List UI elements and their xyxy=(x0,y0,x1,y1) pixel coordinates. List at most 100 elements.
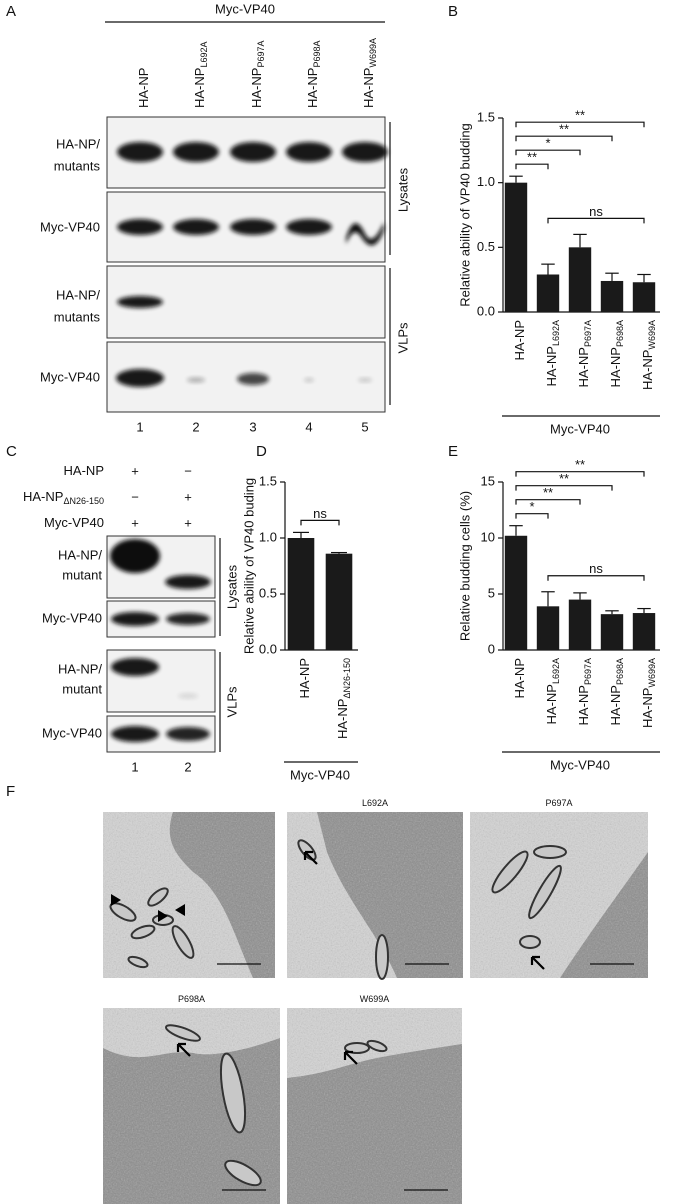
x-tick-label-main: HA-NP xyxy=(640,350,655,390)
lane-label-sub: L692A xyxy=(199,42,209,68)
blot-band xyxy=(111,726,159,742)
blot-band xyxy=(165,575,211,589)
x-tick-label-main: HA-NP xyxy=(576,685,591,725)
condition-label: HA-NP xyxy=(64,463,104,478)
em-particle xyxy=(130,924,156,940)
significance-bracket xyxy=(547,575,645,581)
y-tick-label: 1.5 xyxy=(259,473,277,488)
x-tick-label: HA-NPL692A xyxy=(544,320,561,386)
row-label: Myc-VP40 xyxy=(42,725,102,740)
x-tick-label-sub: L692A xyxy=(551,658,561,684)
bar xyxy=(632,613,656,650)
lane-number: 5 xyxy=(361,419,368,434)
y-tick-label: 0.0 xyxy=(259,641,277,656)
blot-band xyxy=(117,219,163,235)
bar xyxy=(632,282,656,312)
x-tick-label: HA-NPL692A xyxy=(544,658,561,724)
row-label: HA-NP/ xyxy=(56,287,100,302)
panel-label: B xyxy=(448,3,458,20)
em-arrowhead xyxy=(175,904,185,916)
significance-bracket xyxy=(515,499,581,505)
group-label: Myc-VP40 xyxy=(550,421,610,436)
em-particle xyxy=(127,955,149,969)
blot-band xyxy=(173,142,219,162)
image-title-sub: L692A xyxy=(362,798,388,808)
significance-bracket xyxy=(515,135,613,142)
bar xyxy=(600,280,624,312)
significance-label: ns xyxy=(589,204,603,219)
lane-label-sub: P698A xyxy=(312,41,322,68)
bar xyxy=(287,538,315,650)
significance-label: ** xyxy=(543,485,553,500)
bar xyxy=(536,606,560,650)
x-tick-label-main: HA-NP xyxy=(544,684,559,724)
y-axis-title: Relative ability of VP40 buding xyxy=(241,478,256,654)
x-tick-label-main: HA-NP xyxy=(297,658,312,698)
em-arrowhead xyxy=(158,910,168,922)
panel-label: A xyxy=(6,3,16,20)
bar xyxy=(536,274,560,312)
em-arrow xyxy=(176,1042,191,1057)
lane-label-main: HA-NP xyxy=(361,68,376,108)
significance-label: ** xyxy=(575,457,585,472)
y-tick-label: 10 xyxy=(481,529,495,544)
panel-label: F xyxy=(6,783,15,800)
em-particle xyxy=(519,935,541,949)
em-particle xyxy=(219,1052,247,1134)
bar xyxy=(325,553,353,650)
em-image xyxy=(287,812,463,980)
condition-sign: − xyxy=(131,489,139,504)
blot-band xyxy=(166,727,210,741)
condition-label: HA-NPΔN26-150 xyxy=(23,489,104,506)
em-texture xyxy=(287,812,463,978)
bar xyxy=(568,599,592,650)
row-label: mutants xyxy=(54,309,101,324)
lane-label: HA-NPP697A xyxy=(249,41,266,108)
condition-label-main: Myc-VP40 xyxy=(44,515,104,530)
significance-bracket xyxy=(515,471,645,477)
significance-label: ** xyxy=(559,471,569,486)
em-particle xyxy=(164,1024,202,1042)
y-tick-label: 0 xyxy=(488,641,495,656)
blot-band xyxy=(166,613,210,625)
x-tick-label-main: HA-NP xyxy=(544,346,559,386)
image-title: P698A xyxy=(178,994,205,1004)
row-label: Myc-VP40 xyxy=(42,610,102,625)
blot-band xyxy=(110,539,160,573)
blot-band xyxy=(230,142,276,162)
em-particle xyxy=(147,887,169,907)
em-particle xyxy=(109,902,137,922)
x-tick-label-sub: P698A xyxy=(615,658,625,685)
significance-bracket xyxy=(547,217,645,224)
x-tick-label-sub: ΔN26-150 xyxy=(342,658,352,699)
group-label: Myc-VP40 xyxy=(290,767,350,782)
x-tick-label: HA-NP xyxy=(297,658,312,698)
blot-band xyxy=(111,658,159,676)
y-tick-label: 15 xyxy=(481,473,495,488)
y-tick-label: 1.0 xyxy=(259,529,277,544)
condition-label-main: HA-NP xyxy=(23,489,63,504)
significance-bracket xyxy=(300,519,340,526)
x-tick-label: HA-NPP697A xyxy=(576,658,593,725)
em-texture xyxy=(287,1008,462,1204)
lane-label-sub: P697A xyxy=(256,41,266,68)
lane-label-main: HA-NP xyxy=(192,68,207,108)
image-title: L692A xyxy=(362,798,388,808)
significance-label: ns xyxy=(589,561,603,576)
x-tick-label-sub: L692A xyxy=(551,320,561,346)
em-texture xyxy=(470,812,648,978)
x-tick-label: HA-NP xyxy=(512,320,527,360)
image-title-sub: W699A xyxy=(360,994,390,1004)
x-tick-label-main: HA-NP xyxy=(608,685,623,725)
em-arrow xyxy=(343,1050,358,1065)
em-arrowhead xyxy=(111,894,121,906)
blot-band xyxy=(116,369,164,387)
y-tick-label: 0.0 xyxy=(477,303,495,318)
condition-label-sub: ΔN26-150 xyxy=(63,496,104,506)
em-particle xyxy=(297,839,317,861)
row-label: mutant xyxy=(62,681,102,696)
blot-header: Myc-VP40 xyxy=(215,1,275,16)
condition-sign: + xyxy=(184,489,192,504)
significance-label: ** xyxy=(575,108,585,123)
